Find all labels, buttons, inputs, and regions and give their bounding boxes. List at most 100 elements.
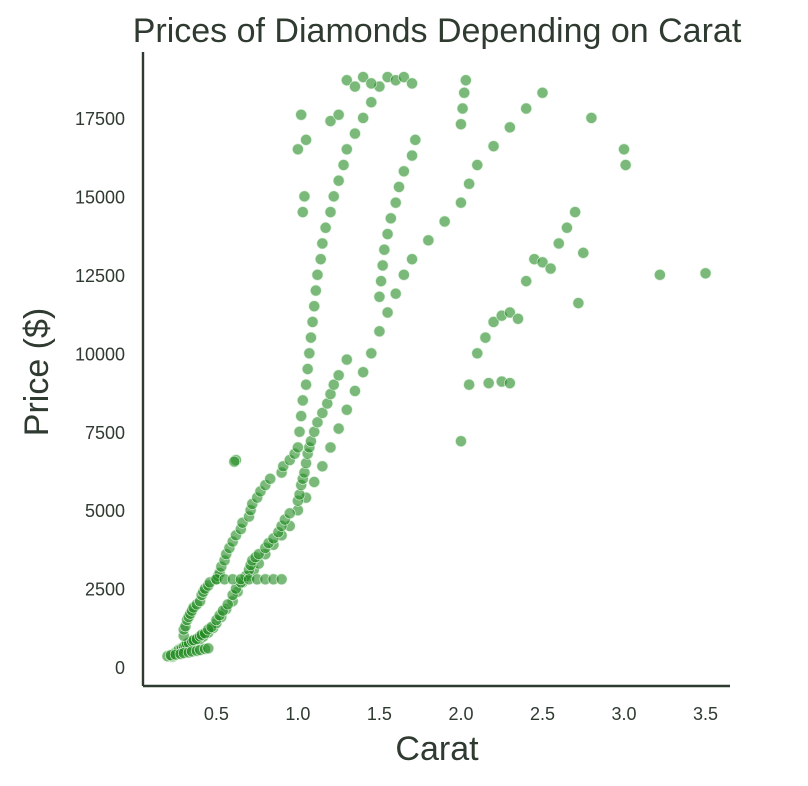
data-point: [302, 364, 313, 375]
data-point: [312, 269, 323, 280]
data-point: [586, 112, 597, 123]
data-point: [545, 263, 556, 274]
x-tick-label: 2.5: [530, 704, 555, 724]
data-point: [464, 379, 475, 390]
data-point: [521, 103, 532, 114]
data-point: [305, 332, 316, 343]
data-point: [472, 348, 483, 359]
data-point: [341, 404, 352, 415]
data-point: [349, 385, 360, 396]
data-point: [328, 191, 339, 202]
data-point: [459, 87, 470, 98]
data-point: [407, 150, 418, 161]
data-point: [374, 326, 385, 337]
y-tick-label: 17500: [75, 109, 125, 129]
x-tick-label: 0.5: [204, 704, 229, 724]
x-axis-label: Carat: [395, 730, 479, 768]
data-point: [320, 222, 331, 233]
data-point: [333, 175, 344, 186]
data-point: [488, 141, 499, 152]
data-point: [304, 348, 315, 359]
data-point: [325, 207, 336, 218]
data-point: [460, 75, 471, 86]
data-point: [439, 216, 450, 227]
data-point: [407, 78, 418, 89]
data-point: [325, 442, 336, 453]
data-point: [578, 247, 589, 258]
data-point: [301, 379, 312, 390]
data-point: [265, 473, 276, 484]
data-point: [654, 269, 665, 280]
data-point: [455, 119, 466, 130]
data-point: [366, 348, 377, 359]
y-tick-label: 12500: [75, 266, 125, 286]
data-point: [294, 426, 305, 437]
data-point: [341, 144, 352, 155]
y-tick-label: 5000: [85, 501, 125, 521]
data-point: [284, 508, 295, 519]
y-tick-label: 7500: [85, 423, 125, 443]
data-point: [377, 260, 388, 271]
data-point: [553, 238, 564, 249]
data-point: [561, 222, 572, 233]
data-point: [309, 301, 320, 312]
data-point: [483, 378, 494, 389]
x-tick-label: 1.5: [367, 704, 392, 724]
data-point: [537, 87, 548, 98]
data-points-layer: [162, 72, 711, 663]
data-point: [455, 197, 466, 208]
data-point: [513, 313, 524, 324]
data-point: [390, 197, 401, 208]
data-point: [349, 128, 360, 139]
data-point: [423, 235, 434, 246]
data-point: [358, 112, 369, 123]
data-point: [358, 367, 369, 378]
data-point: [382, 229, 393, 240]
data-point: [276, 574, 287, 585]
data-point: [307, 316, 318, 327]
data-point: [376, 276, 387, 287]
data-point: [297, 395, 308, 406]
data-point: [521, 276, 532, 287]
data-point: [480, 332, 491, 343]
y-tick-label: 0: [115, 658, 125, 678]
data-point: [333, 423, 344, 434]
y-tick-labels: 0 2500 5000 7500 10000 12500 15000 17500: [75, 109, 125, 678]
data-point: [570, 207, 581, 218]
data-point: [464, 178, 475, 189]
x-tick-labels: 0.5 1.0 1.5 2.0 2.5 3.0 3.5: [204, 704, 718, 724]
data-point: [472, 159, 483, 170]
data-point: [407, 254, 418, 265]
x-tick-label: 3.5: [693, 704, 718, 724]
x-tick-label: 3.0: [611, 704, 636, 724]
data-point: [297, 207, 308, 218]
data-point: [310, 285, 321, 296]
data-point: [309, 476, 320, 487]
data-point: [229, 456, 240, 467]
data-point: [385, 213, 396, 224]
data-point: [292, 442, 303, 453]
data-point: [457, 103, 468, 114]
data-point: [410, 134, 421, 145]
data-point: [573, 298, 584, 309]
data-point: [315, 254, 326, 265]
y-axis-label: Price ($): [18, 308, 56, 436]
data-point: [398, 166, 409, 177]
data-point: [393, 181, 404, 192]
data-point: [317, 461, 328, 472]
data-point: [338, 159, 349, 170]
data-point: [301, 134, 312, 145]
x-tick-label: 1.0: [285, 704, 310, 724]
data-point: [390, 288, 401, 299]
data-point: [292, 144, 303, 155]
data-point: [349, 81, 360, 92]
data-point: [341, 354, 352, 365]
data-point: [619, 144, 630, 155]
y-tick-label: 15000: [75, 187, 125, 207]
data-point: [700, 268, 711, 279]
data-point: [382, 307, 393, 318]
data-point: [366, 78, 377, 89]
data-point: [299, 191, 310, 202]
